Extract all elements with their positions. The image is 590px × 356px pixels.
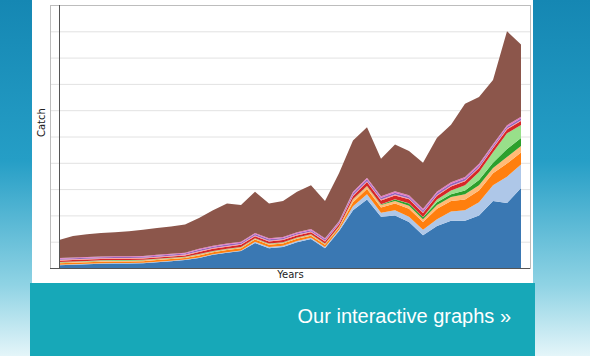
svg-text:Catch: Catch xyxy=(36,108,47,137)
html-text:Our interactive graphs »: Our interactive graphs » xyxy=(297,305,511,327)
svg-text:Years: Years xyxy=(276,269,303,280)
